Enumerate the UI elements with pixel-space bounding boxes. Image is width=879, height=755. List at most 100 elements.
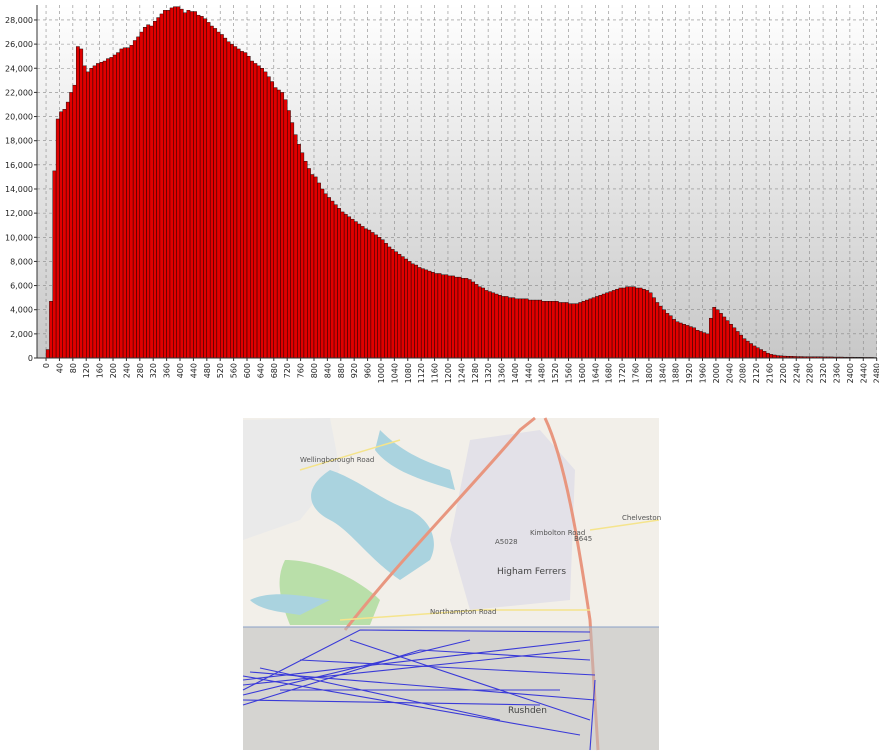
bar [581,301,586,359]
bar [132,40,137,359]
bar [642,288,646,359]
map-label: Wellingborough Road [300,456,374,464]
x-tick-label: 2280 [806,363,815,383]
bar [518,298,522,359]
bar [735,331,740,359]
x-tick-label: 1400 [511,363,520,383]
bar [431,272,435,359]
bar [635,287,640,359]
bar [457,276,462,359]
bar [313,176,318,359]
bar [106,58,110,359]
bar [739,334,743,359]
bar [675,321,680,359]
bar [303,161,308,359]
bar [286,110,291,359]
y-tick-label: 4,000 [10,306,33,315]
x-tick-label: 1040 [390,363,399,383]
bar [109,57,114,359]
histogram [37,5,877,359]
bar [628,286,633,359]
bar [394,251,398,359]
bar [615,288,619,359]
bar [89,68,94,359]
y-tick-label: 2,000 [10,330,33,339]
map-area [243,418,340,540]
map-road [589,519,660,531]
bar [769,354,774,359]
bar [206,22,211,359]
y-tick-label: 24,000 [5,64,33,73]
x-tick-label: 1160 [431,363,440,383]
bar [598,295,603,359]
bar [390,249,395,359]
bar [317,182,321,359]
bar [477,286,482,359]
bar [246,55,251,359]
bar [159,13,164,359]
bar [568,303,573,359]
y-tick-label: 26,000 [5,40,33,49]
bar [139,31,144,359]
y-tick-label: 12,000 [5,209,33,218]
x-tick-label: 1800 [645,363,654,383]
bar [189,11,194,359]
bar [102,60,107,359]
bar [343,214,348,359]
bar [682,323,686,359]
bar [146,24,151,359]
map-road [339,609,590,621]
bar [618,287,623,359]
x-tick-label: 2160 [765,363,774,383]
bar [250,60,254,359]
bar [437,273,442,359]
x-tick-label: 400 [176,363,185,378]
bar [521,298,526,359]
bar [447,275,452,359]
x-tick-label: 1720 [618,363,627,383]
bar [193,11,197,359]
x-tick-label: 2400 [846,363,855,383]
bar [82,65,87,359]
x-tick-label: 600 [243,363,252,378]
bar [484,290,489,359]
map-road [299,439,401,471]
bar [608,291,613,359]
bar [337,208,341,359]
bar [374,234,378,359]
bar [695,330,700,359]
x-tick-label: 2080 [739,363,748,383]
bar [511,297,516,359]
x-tick-label: 1440 [524,363,533,383]
bar [353,221,358,359]
bar [119,48,124,359]
map-water [250,594,330,615]
bar [55,118,60,359]
x-tick-label: 1680 [605,363,614,383]
bar [300,152,305,359]
bar [742,338,747,359]
x-tick-label: 40 [55,363,64,373]
bar [220,34,224,359]
x-tick-label: 1640 [591,363,600,383]
bar [441,274,445,359]
bar [196,14,201,359]
bar [153,20,157,359]
bar [293,134,298,359]
bar [323,193,328,359]
map: Higham Ferrers Rushden B645 A5028 Kimbol… [242,416,661,751]
bar [531,299,536,359]
bar [216,31,221,359]
bar [169,7,174,359]
bar [662,309,666,359]
x-tick-label: 320 [149,363,158,378]
x-tick-label: 800 [310,363,319,378]
bar [65,101,70,359]
x-tick-label: 720 [283,363,292,378]
x-tick-label: 2440 [859,363,868,383]
bar [260,68,264,359]
bar [585,299,589,359]
bar [712,307,717,359]
x-tick-label: 1080 [404,363,413,383]
